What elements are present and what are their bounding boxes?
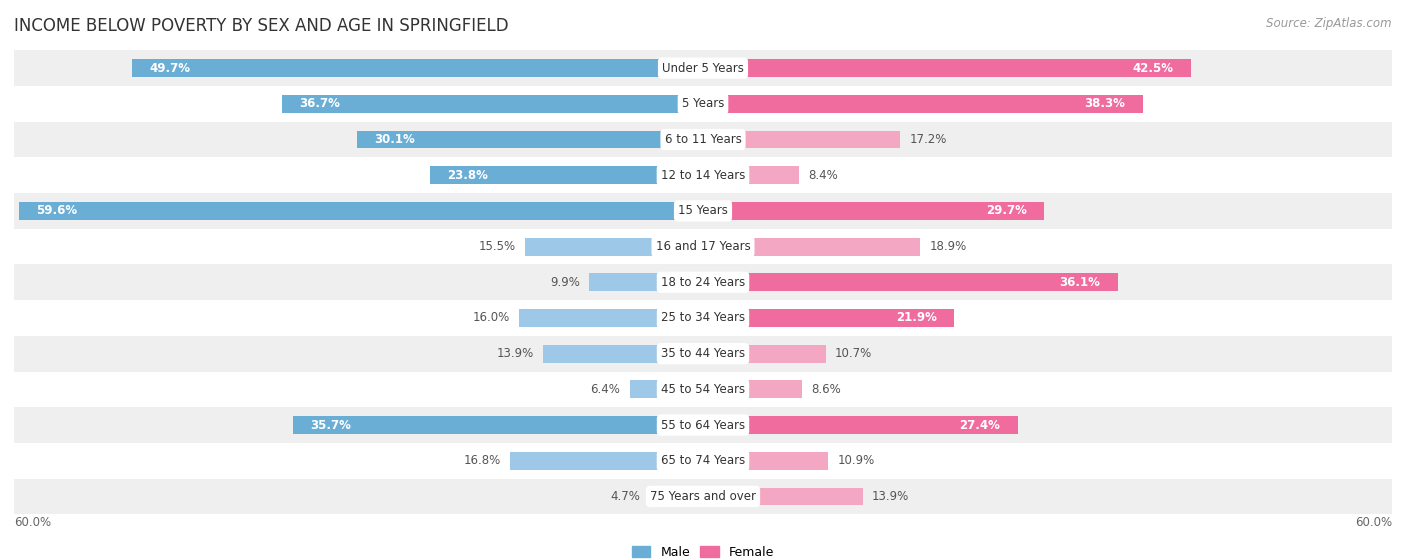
Bar [430,167,703,184]
Bar [14,479,1392,514]
Bar [703,167,800,184]
Bar [589,273,703,291]
Text: 60.0%: 60.0% [1355,516,1392,529]
Bar [510,452,703,470]
Text: 25 to 34 Years: 25 to 34 Years [661,311,745,324]
Text: Source: ZipAtlas.com: Source: ZipAtlas.com [1267,17,1392,30]
Bar [524,238,703,255]
Text: 8.4%: 8.4% [808,169,838,182]
Text: 9.9%: 9.9% [550,276,581,289]
Text: 18 to 24 Years: 18 to 24 Years [661,276,745,289]
Bar [703,131,900,149]
Text: 35.7%: 35.7% [311,419,352,432]
Bar [703,487,863,505]
Text: 16 and 17 Years: 16 and 17 Years [655,240,751,253]
Text: 4.7%: 4.7% [610,490,640,503]
Bar [14,86,1392,122]
Text: 10.7%: 10.7% [835,347,872,360]
Bar [14,300,1392,336]
Bar [703,95,1143,113]
Bar [703,416,1018,434]
Text: 17.2%: 17.2% [910,133,948,146]
Bar [14,158,1392,193]
Text: 36.7%: 36.7% [299,97,340,110]
Text: 45 to 54 Years: 45 to 54 Years [661,383,745,396]
Text: 27.4%: 27.4% [959,419,1001,432]
Text: 16.8%: 16.8% [464,454,501,467]
Bar [543,345,703,363]
Bar [14,407,1392,443]
Text: 15.5%: 15.5% [478,240,516,253]
Text: 23.8%: 23.8% [447,169,488,182]
Text: 13.9%: 13.9% [872,490,910,503]
Text: 36.1%: 36.1% [1059,276,1101,289]
Text: 5 Years: 5 Years [682,97,724,110]
Bar [703,309,955,327]
Bar [281,95,703,113]
Bar [14,229,1392,264]
Text: Under 5 Years: Under 5 Years [662,61,744,75]
Text: 49.7%: 49.7% [149,61,191,75]
Bar [630,381,703,398]
Bar [14,122,1392,158]
Text: 13.9%: 13.9% [496,347,534,360]
Text: 65 to 74 Years: 65 to 74 Years [661,454,745,467]
Text: 55 to 64 Years: 55 to 64 Years [661,419,745,432]
Bar [703,238,920,255]
Bar [703,202,1045,220]
Bar [357,131,703,149]
Bar [14,50,1392,86]
Text: 8.6%: 8.6% [811,383,841,396]
Text: 60.0%: 60.0% [14,516,51,529]
Text: 15 Years: 15 Years [678,205,728,217]
Bar [292,416,703,434]
Text: 18.9%: 18.9% [929,240,966,253]
Text: 59.6%: 59.6% [37,205,77,217]
Text: 38.3%: 38.3% [1084,97,1126,110]
Legend: Male, Female: Male, Female [627,541,779,559]
Bar [14,443,1392,479]
Bar [14,264,1392,300]
Text: 21.9%: 21.9% [897,311,938,324]
Bar [703,59,1191,77]
Bar [703,273,1118,291]
Text: 10.9%: 10.9% [838,454,875,467]
Text: 16.0%: 16.0% [472,311,510,324]
Bar [18,202,703,220]
Bar [132,59,703,77]
Text: 35 to 44 Years: 35 to 44 Years [661,347,745,360]
Text: 12 to 14 Years: 12 to 14 Years [661,169,745,182]
Bar [14,336,1392,372]
Text: 6.4%: 6.4% [591,383,620,396]
Text: 42.5%: 42.5% [1133,61,1174,75]
Bar [703,345,825,363]
Bar [703,381,801,398]
Bar [14,193,1392,229]
Text: 30.1%: 30.1% [374,133,415,146]
Bar [14,372,1392,407]
Bar [519,309,703,327]
Text: 29.7%: 29.7% [986,205,1026,217]
Text: 75 Years and over: 75 Years and over [650,490,756,503]
Text: INCOME BELOW POVERTY BY SEX AND AGE IN SPRINGFIELD: INCOME BELOW POVERTY BY SEX AND AGE IN S… [14,17,509,35]
Text: 6 to 11 Years: 6 to 11 Years [665,133,741,146]
Bar [650,487,703,505]
Bar [703,452,828,470]
